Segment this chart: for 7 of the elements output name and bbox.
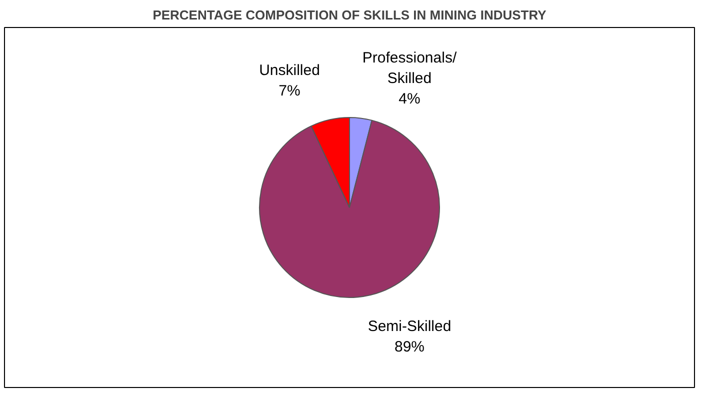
data-label: 4% — [398, 90, 420, 108]
data-label: 89% — [394, 338, 425, 356]
chart-title: PERCENTAGE COMPOSITION OF SKILLS IN MINING INDUSTRY — [152, 8, 547, 22]
data-label: 7% — [278, 82, 300, 100]
slice-label: Semi-Skilled — [368, 318, 452, 336]
slice-label: Professionals/ Skilled — [362, 50, 458, 88]
slice-label: Unskilled — [259, 62, 320, 79]
